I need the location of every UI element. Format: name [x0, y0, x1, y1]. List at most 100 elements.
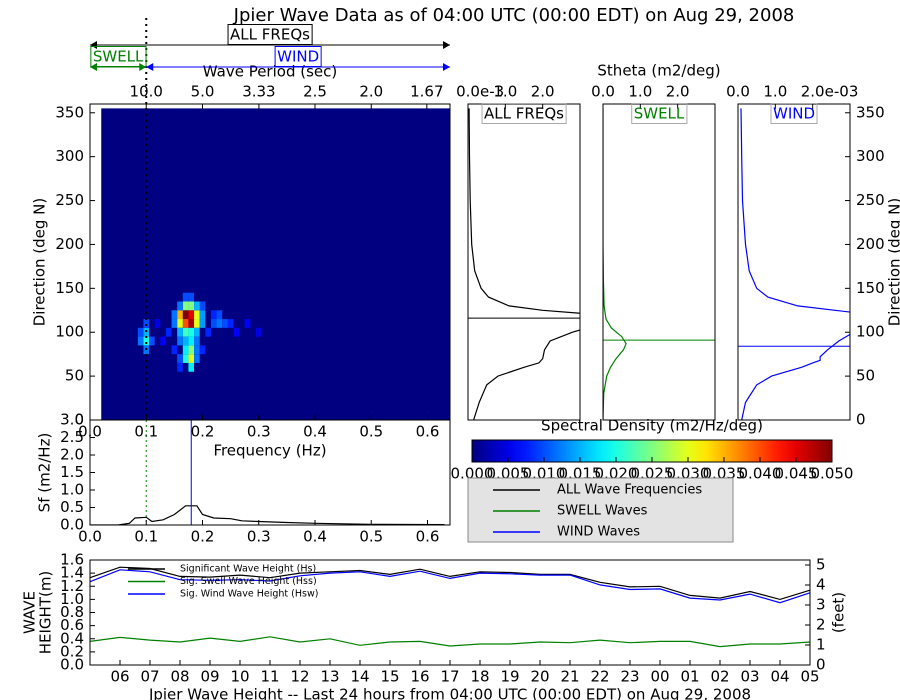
y2-tick-label: 100: [856, 323, 885, 341]
y2-tick-label: 300: [856, 147, 885, 165]
heatmap-cell: [205, 327, 211, 337]
heatmap-cell: [194, 319, 200, 328]
heatmap-cell: [194, 301, 200, 311]
arrow-head: [443, 41, 450, 49]
x-tick-label: 16: [410, 668, 429, 686]
legend-label: Significant Wave Height (Hs): [180, 564, 316, 575]
y-tick-label: 300: [55, 147, 84, 165]
x-tick-label: 0.4: [303, 528, 327, 546]
x-tick-label: 0.0: [726, 83, 750, 101]
y-tick-label: 1.2: [60, 577, 84, 595]
y-tick-label: 0.5: [60, 498, 84, 516]
y-tick-label: 1.0: [60, 590, 84, 608]
x-tick-label: 03: [740, 668, 759, 686]
y-tick-label: 1.4: [60, 564, 84, 582]
heatmap-cell: [194, 354, 200, 363]
heatmap-cell: [188, 292, 195, 302]
heatmap-cell: [188, 345, 195, 355]
heatmap-cell: [171, 345, 178, 355]
heatmap-cell: [188, 310, 195, 320]
y-tick-label: 50: [65, 367, 84, 385]
legend-label: Sig. Swell Wave Height (Hss): [180, 576, 317, 587]
y-tick-label: 0.0: [60, 656, 84, 674]
x-tick-label: 13: [320, 668, 339, 686]
y2-tick-label: 2: [816, 616, 826, 634]
y-tick-label: 0.6: [60, 616, 84, 634]
colorbar-tick-label: 0.045: [775, 465, 818, 483]
heatmap-cell: [188, 301, 195, 311]
axes-frame: [602, 103, 716, 421]
x-tick-label: 23: [620, 668, 639, 686]
x-tick-label: 0.2: [191, 528, 215, 546]
heatmap-cell: [171, 319, 178, 328]
heatmap-cell: [177, 327, 183, 337]
y2-tick-label: 3: [816, 596, 826, 614]
range-label: SWELL: [93, 48, 144, 66]
heatmap-cell: [177, 319, 183, 328]
x2-tick-label: 2.0: [359, 83, 383, 101]
colorbar-tick-label: 0.040: [739, 465, 782, 483]
heatmap-cell: [143, 336, 150, 346]
heatmap-cell: [182, 301, 189, 311]
x-tick-label: 0.0: [591, 83, 615, 101]
heatmap-cell: [182, 327, 189, 337]
x2-tick-label: 1.67: [410, 83, 443, 101]
panel-title: SWELL: [634, 105, 685, 123]
y-tick-label: 250: [55, 191, 84, 209]
x-tick-label: 14: [350, 668, 369, 686]
legend-label: ALL Wave Frequencies: [557, 483, 702, 498]
axes-frame: [467, 103, 581, 421]
axes-frame: [737, 103, 851, 421]
legend-label: SWELL Waves: [557, 504, 648, 519]
label-box: [631, 103, 688, 124]
x-tick-label: 18: [470, 668, 489, 686]
y-tick-label: 150: [55, 279, 84, 297]
x-tick-label: 22: [590, 668, 609, 686]
y-tick-label: 1.6: [60, 551, 84, 569]
heatmap-cell: [188, 336, 195, 346]
y-tick-label: 0.8: [60, 603, 84, 621]
x-tick-label: 0.1: [134, 528, 158, 546]
heatmap-cell: [188, 327, 195, 337]
direction-curve: [740, 108, 850, 420]
panel-title: ALL FREQs: [484, 105, 564, 123]
y2-tick-label: 350: [856, 103, 885, 121]
x-tick-label: 1.0: [628, 83, 652, 101]
heatmap-background: [101, 108, 450, 420]
heatmap-cell: [177, 362, 183, 372]
colorbar-tick-label: 0.050: [811, 465, 854, 483]
y2-tick-label: 250: [856, 191, 885, 209]
heatmap-cell: [177, 354, 183, 363]
y2-tick-label: 5: [816, 556, 826, 574]
x2-tick-label: 2.5: [303, 83, 327, 101]
x2-tick-label: 5.0: [191, 83, 215, 101]
heatmap-cell: [182, 336, 189, 346]
heatmap-cell: [182, 310, 189, 320]
y2-tick-label: 50: [856, 367, 875, 385]
arrow-head: [146, 63, 154, 71]
height-line: [89, 566, 811, 601]
heatmap-cell: [244, 319, 251, 328]
height-line: [89, 636, 811, 648]
x-tick-label: 06: [110, 668, 129, 686]
x-tick-label: 0.0: [78, 528, 102, 546]
colorbar: [472, 440, 832, 462]
y-tick-label: 0: [74, 411, 84, 429]
x-axis-label: Jpier Wave Height -- Last 24 hours from …: [148, 686, 751, 700]
heatmap-cell: [233, 327, 240, 337]
y2-axis-label: Direction (deg N): [886, 198, 900, 327]
heatmap-cell: [188, 319, 195, 328]
heatmap-cell: [143, 319, 150, 328]
direction-curve: [603, 108, 627, 420]
label-box: [481, 103, 567, 124]
y-tick-label: 200: [55, 235, 84, 253]
x-tick-label: 08: [170, 668, 189, 686]
y2-tick-label: 200: [856, 235, 885, 253]
x-tick-label: 0.2: [191, 423, 215, 441]
heatmap-cell: [255, 327, 262, 337]
x-tick-label: 0.5: [359, 528, 383, 546]
y2-tick-label: 1: [816, 636, 826, 654]
x-offset-label: e-3: [480, 83, 504, 101]
label-box: [227, 24, 313, 45]
colorbar-label: Spectral Density (m2/Hz/deg): [541, 417, 763, 435]
